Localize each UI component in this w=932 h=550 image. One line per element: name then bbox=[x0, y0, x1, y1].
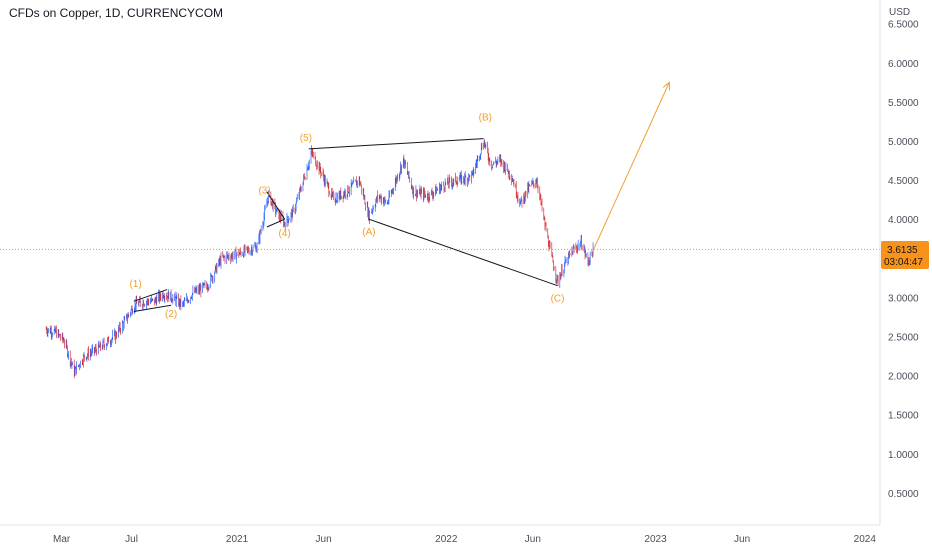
price-tick-label: 3.0000 bbox=[888, 293, 919, 304]
projection-arrowhead bbox=[662, 81, 671, 91]
chart-title: CFDs on Copper, 1D, CURRENCYCOM bbox=[9, 6, 223, 20]
wave-trendline bbox=[308, 138, 484, 150]
last-price-badge-box bbox=[881, 241, 929, 269]
wave-label: (3) bbox=[258, 185, 270, 196]
price-tick-label: 1.0000 bbox=[888, 450, 919, 461]
wave-labels-layer: (1) (2) (3) (4) (5) (A) (B) (C) bbox=[129, 113, 564, 320]
time-tick-label: 2023 bbox=[644, 534, 667, 545]
price-axis[interactable]: USD 6.5000 6.0000 5.5000 5.0000 4.5000 4.0000… bbox=[888, 7, 919, 500]
time-tick-label: 2021 bbox=[226, 534, 249, 545]
candles-layer bbox=[45, 138, 594, 379]
wave-trendline bbox=[368, 218, 558, 287]
time-tick-label: Mar bbox=[53, 534, 71, 545]
wave-lines-layer bbox=[133, 138, 558, 312]
time-tick-label: 2024 bbox=[854, 534, 877, 545]
projection-line bbox=[592, 82, 670, 251]
wave-label: (2) bbox=[165, 309, 177, 320]
price-tick-label: 6.5000 bbox=[888, 20, 919, 31]
wave-trendline bbox=[266, 191, 286, 220]
time-tick-label: Jul bbox=[125, 534, 138, 545]
price-tick-label: 4.5000 bbox=[888, 176, 919, 187]
last-price-value: 3.6135 bbox=[887, 245, 918, 256]
price-tick-label: 2.0000 bbox=[888, 372, 919, 383]
price-tick-label: 4.0000 bbox=[888, 215, 919, 226]
wave-label: (C) bbox=[551, 293, 565, 304]
wave-label: (A) bbox=[362, 227, 375, 238]
price-tick-label: 2.5000 bbox=[888, 333, 919, 344]
wave-label: (B) bbox=[479, 113, 492, 124]
time-tick-label: Jun bbox=[316, 534, 332, 545]
wave-label: (5) bbox=[300, 133, 312, 144]
time-tick-label: Jun bbox=[525, 534, 541, 545]
wave-label: (1) bbox=[129, 279, 141, 290]
last-price-countdown: 03:04:47 bbox=[884, 257, 923, 268]
price-tick-label: 6.0000 bbox=[888, 59, 919, 70]
time-axis[interactable]: Mar Jul 2021 Jun 2022 Jun 2023 Jun 2024 bbox=[53, 534, 876, 545]
wave-label: (4) bbox=[279, 228, 291, 239]
last-price-badge: 3.6135 03:04:47 bbox=[881, 241, 929, 269]
wave-trendline bbox=[133, 289, 168, 302]
projection-arrow bbox=[592, 81, 671, 251]
time-tick-label: 2022 bbox=[435, 534, 458, 545]
wave-trendline bbox=[133, 304, 172, 312]
price-tick-label: 5.0000 bbox=[888, 137, 919, 148]
price-tick-label: 0.5000 bbox=[888, 489, 919, 500]
price-tick-label: 1.5000 bbox=[888, 411, 919, 422]
wave-trendline bbox=[266, 218, 285, 228]
price-axis-currency: USD bbox=[889, 7, 910, 18]
time-tick-label: Jun bbox=[734, 534, 750, 545]
price-tick-label: 5.5000 bbox=[888, 98, 919, 109]
